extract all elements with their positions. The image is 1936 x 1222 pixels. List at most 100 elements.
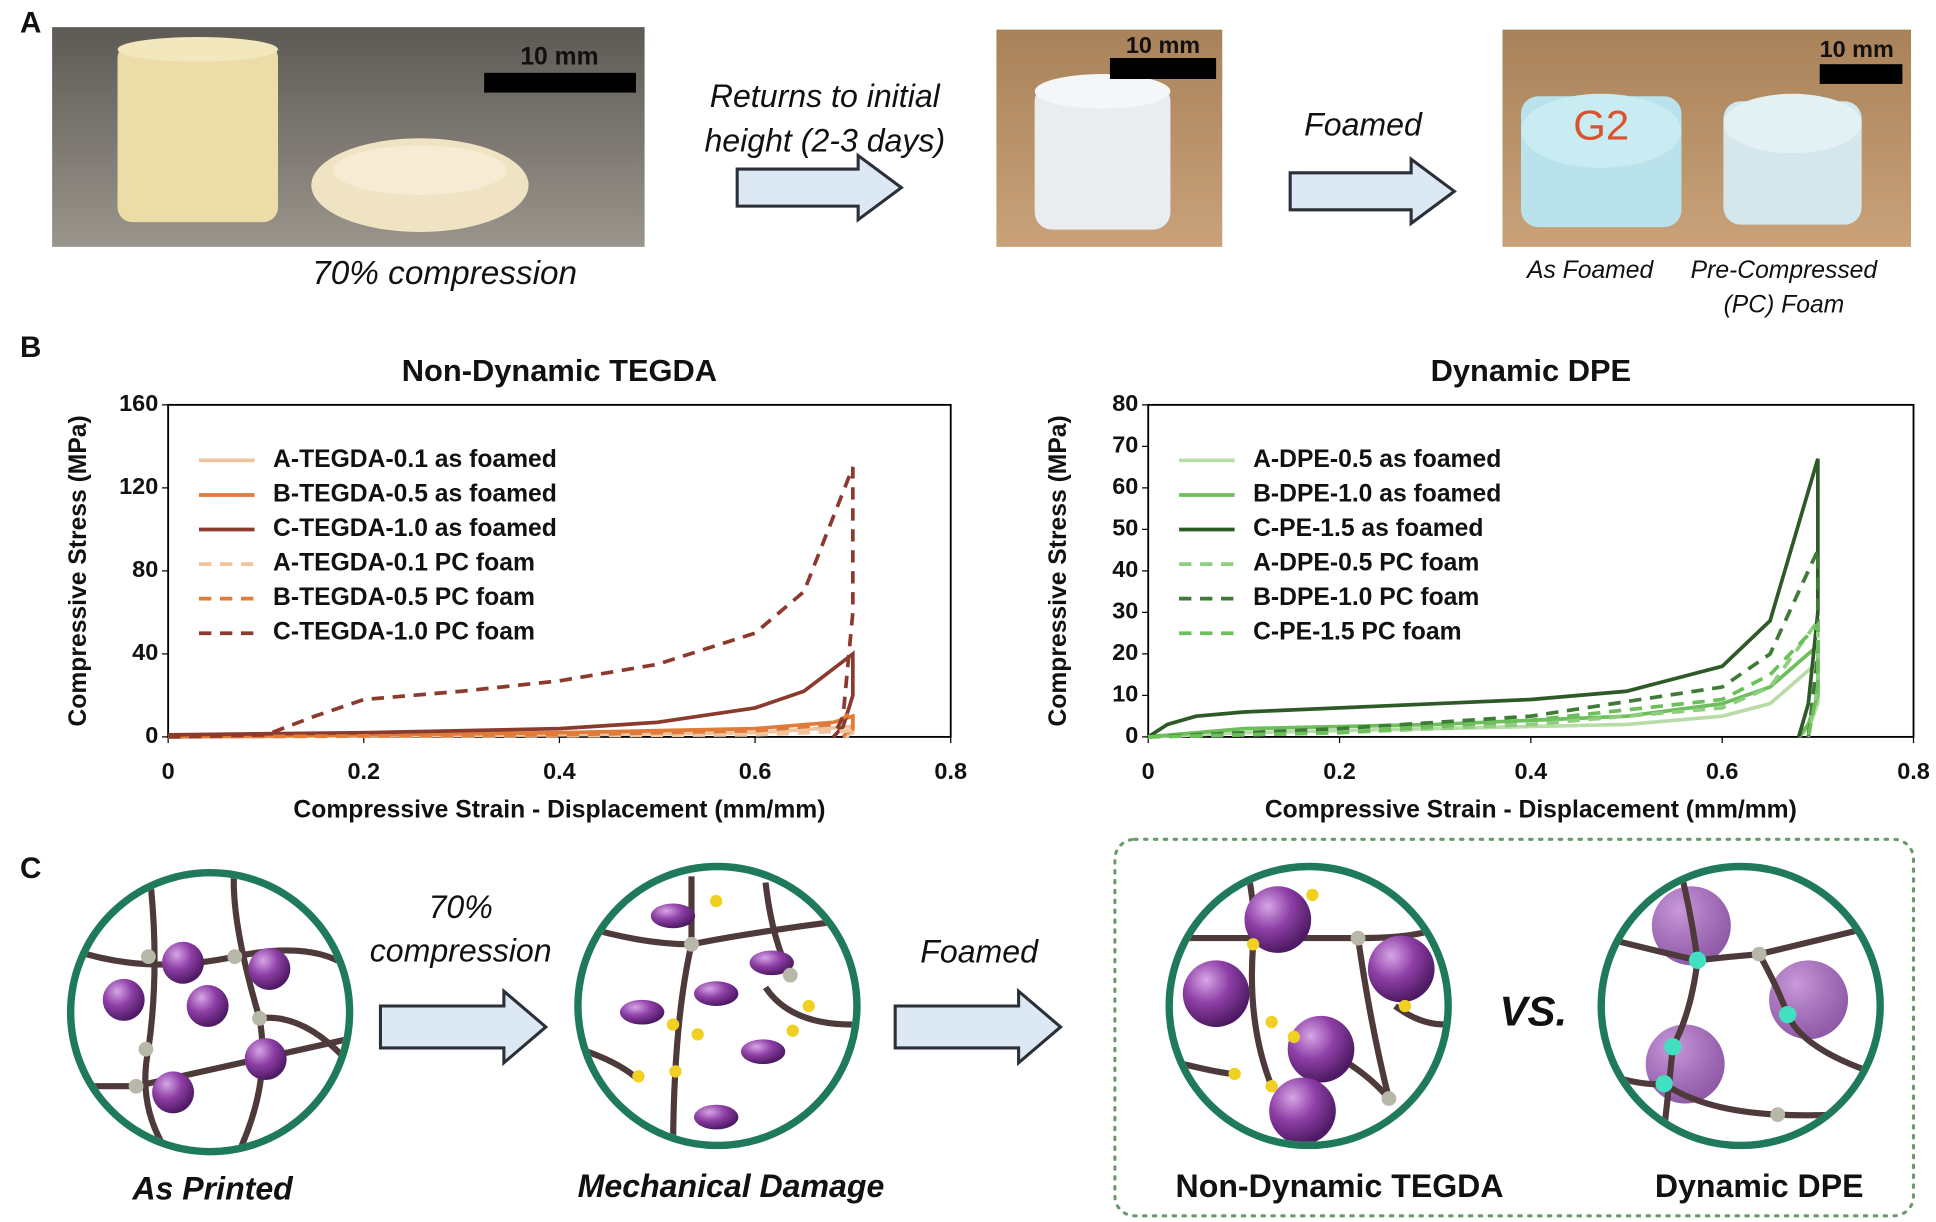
photo-caption: As Foamed — [1525, 257, 1654, 284]
network-diagram-part-part — [244, 1038, 287, 1081]
network-diagram-part-part — [691, 1028, 704, 1041]
legend-label: C-TEGDA-1.0 PC foam — [273, 619, 535, 646]
y-tick-label: 120 — [119, 473, 158, 499]
arrow-label: Returns to initial — [710, 78, 941, 114]
network-diagram-part-part — [186, 985, 229, 1027]
data-line — [1148, 641, 1820, 739]
arrow-label: Foamed — [1304, 107, 1423, 143]
y-tick-label: 60 — [1112, 473, 1138, 499]
network-diagram-part-part — [1350, 930, 1366, 946]
diagram-caption: As Printed — [131, 1171, 294, 1207]
network-diagram-part-part — [138, 1041, 154, 1057]
legend-label: B-DPE-1.0 PC foam — [1253, 584, 1479, 611]
network-diagram-part-part — [749, 950, 794, 976]
data-line — [1148, 620, 1820, 739]
panel-label: B — [20, 331, 41, 364]
network-diagram-part-part — [1306, 888, 1319, 902]
vs-label: VS. — [1500, 988, 1568, 1035]
network-diagram-part-part — [1246, 938, 1260, 951]
network-diagram-part-part — [227, 949, 243, 965]
x-tick-label: 0.8 — [1897, 758, 1930, 784]
network-diagram-part — [1604, 922, 1877, 964]
diagram-circle — [66, 868, 354, 1156]
network-diagram-part — [102, 941, 291, 1114]
network-diagram — [1172, 870, 1445, 1142]
network-diagram-part-part — [152, 1071, 195, 1114]
network-diagram — [581, 876, 853, 1142]
network-diagram-part — [1645, 886, 1849, 1104]
network-diagram-part — [74, 947, 346, 978]
photo-part — [1520, 93, 1682, 168]
scale-bar-label: 10 mm — [520, 44, 598, 71]
x-tick-label: 0.2 — [1323, 758, 1356, 784]
x-tick-label: 0.4 — [543, 758, 576, 784]
sample-label: G2 — [1573, 101, 1629, 148]
x-axis-label: Compressive Strain - Displacement (mm/mm… — [293, 796, 825, 823]
network-diagram-part — [1182, 886, 1435, 1142]
y-tick-label: 30 — [1112, 598, 1138, 624]
photo-part — [1034, 74, 1171, 109]
network-diagram-part-part — [1664, 1038, 1682, 1056]
x-tick-label: 0 — [1142, 758, 1155, 784]
legend-label: A-DPE-0.5 PC foam — [1253, 550, 1479, 577]
diagram-caption: Dynamic DPE — [1655, 1168, 1864, 1204]
panel-label: A — [20, 7, 41, 40]
diagram-circle — [1165, 862, 1452, 1150]
diagram-circle — [1597, 862, 1884, 1150]
legend-label: C-PE-1.5 PC foam — [1253, 619, 1461, 646]
y-tick-label: 80 — [132, 556, 158, 582]
data-line — [168, 708, 855, 739]
network-diagram-part-part — [1244, 886, 1312, 953]
photo-part — [117, 37, 279, 62]
legend-label: A-TEGDA-0.1 as foamed — [273, 446, 557, 473]
network-diagram-part-part — [632, 1070, 645, 1083]
photo-part — [484, 72, 636, 93]
y-axis-label: Compressive Stress (MPa) — [65, 415, 92, 726]
x-tick-label: 0.8 — [934, 758, 967, 784]
network-diagram-part-part — [1778, 1005, 1797, 1024]
arrow-label: height (2-3 days) — [704, 123, 945, 159]
diagram-caption: Non-Dynamic TEGDA — [1176, 1168, 1504, 1204]
legend-label: A-DPE-0.5 as foamed — [1253, 446, 1501, 473]
network-diagram-part-part — [693, 981, 739, 1006]
network-diagram-part-part — [650, 903, 696, 929]
x-tick-label: 0.4 — [1515, 758, 1548, 784]
y-tick-label: 40 — [1112, 556, 1138, 582]
y-tick-label: 40 — [132, 639, 158, 665]
legend-label: C-TEGDA-1.0 as foamed — [273, 515, 557, 542]
scale-bar-label: 10 mm — [1126, 32, 1200, 58]
network-diagram-part — [1655, 946, 1797, 1123]
network-diagram-part-part — [802, 999, 815, 1013]
y-axis-label: Compressive Stress (MPa) — [1045, 415, 1072, 726]
photo-part — [1109, 58, 1217, 79]
network-diagram-part-part — [1287, 1030, 1301, 1044]
network-diagram-part-part — [140, 949, 156, 965]
network-diagram-part-part — [684, 936, 699, 952]
network-diagram-part-part — [1655, 1075, 1673, 1093]
network-diagram-part-part — [1398, 999, 1412, 1013]
arrow-label: compression — [370, 932, 552, 968]
x-tick-label: 0.6 — [1706, 758, 1739, 784]
network-diagram-part-part — [128, 1078, 144, 1094]
y-tick-label: 10 — [1112, 681, 1138, 707]
network-diagram-part — [1393, 1003, 1445, 1028]
chart-title: Non-Dynamic TEGDA — [402, 353, 717, 388]
network-diagram-part — [74, 1033, 346, 1090]
data-line — [168, 650, 855, 739]
y-tick-label: 0 — [1125, 722, 1138, 748]
data-line — [1148, 615, 1820, 739]
network-diagram-part-part — [161, 941, 204, 984]
photo — [1502, 29, 1912, 247]
network-diagram-part — [1657, 1046, 1676, 1142]
network-diagram — [74, 876, 346, 1148]
scale-bar-label: 10 mm — [1820, 36, 1894, 62]
network-diagram-part-part — [1751, 946, 1767, 962]
network-diagram-part-part — [786, 1024, 799, 1037]
photo — [52, 27, 645, 247]
y-tick-label: 70 — [1112, 432, 1138, 458]
photo-caption: Pre-Compressed — [1691, 257, 1879, 284]
network-diagram-part-part — [693, 1104, 739, 1130]
network-diagram-part-part — [1182, 960, 1250, 1027]
photo-caption: (PC) Foam — [1724, 292, 1845, 319]
